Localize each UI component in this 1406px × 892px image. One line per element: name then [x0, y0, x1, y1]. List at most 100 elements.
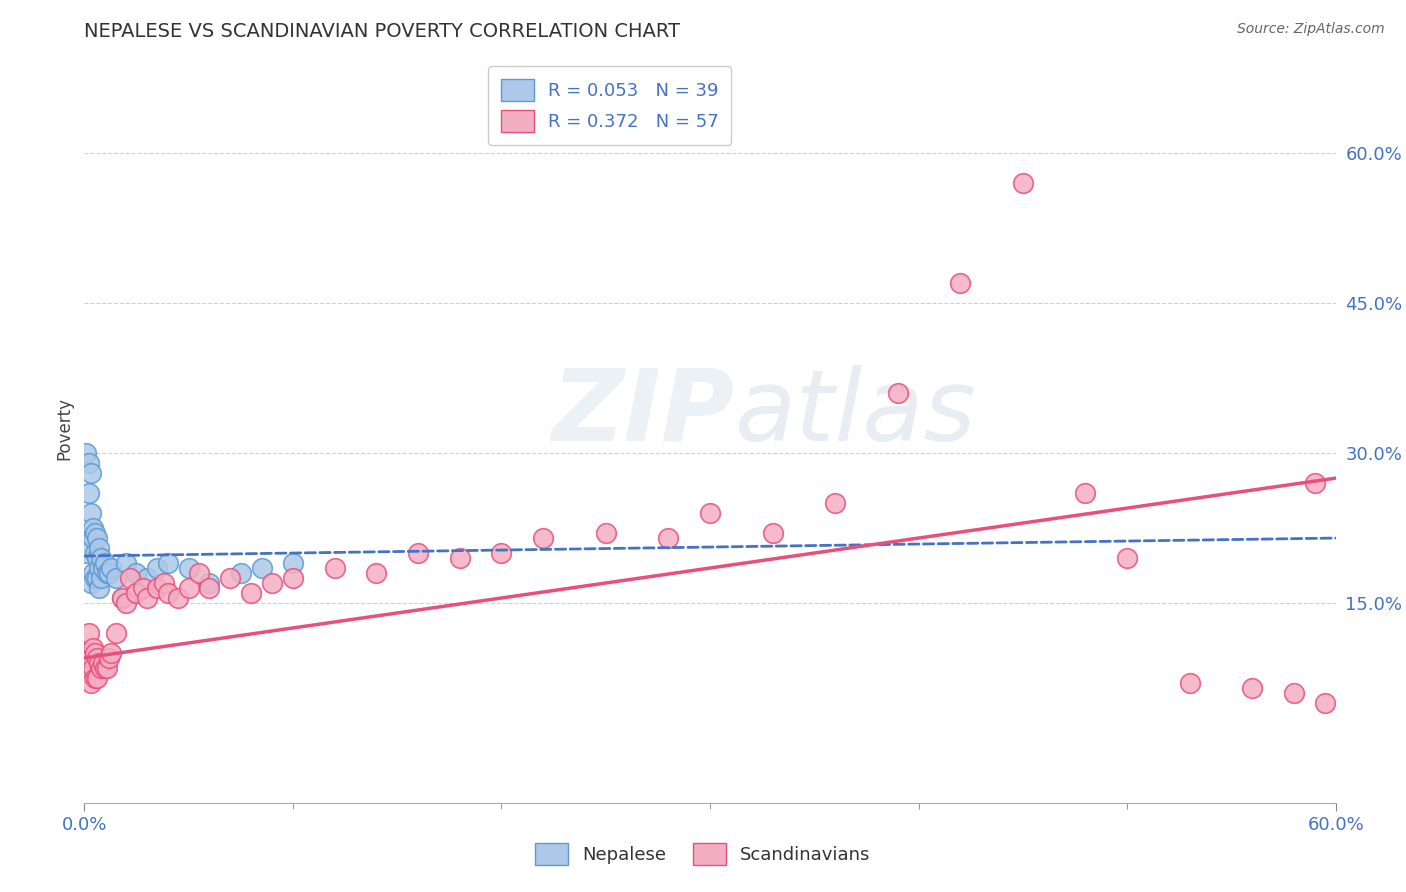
Point: [111, 591, 134, 605]
Point: [125, 586, 148, 600]
Point: [82, 531, 104, 545]
Point: [75, 646, 97, 660]
Point: [1116, 551, 1139, 566]
Point: [1303, 476, 1326, 491]
Point: [82, 566, 104, 580]
Point: [83, 571, 105, 585]
Point: [281, 571, 304, 585]
Point: [77, 456, 100, 470]
Point: [824, 496, 846, 510]
Point: [86, 551, 108, 566]
Point: [90, 661, 112, 675]
Point: [167, 591, 190, 605]
Point: [762, 526, 785, 541]
Point: [198, 576, 221, 591]
Point: [198, 581, 221, 595]
Point: [94, 556, 117, 570]
Point: [115, 596, 138, 610]
Point: [100, 646, 122, 660]
Y-axis label: Poverty: Poverty: [55, 397, 73, 459]
Point: [240, 586, 263, 600]
Point: [219, 571, 242, 585]
Point: [77, 626, 100, 640]
Point: [1074, 486, 1097, 500]
Point: [146, 581, 169, 595]
Point: [366, 566, 388, 580]
Text: atlas: atlas: [735, 365, 977, 462]
Point: [79, 576, 101, 591]
Point: [949, 277, 972, 291]
Point: [82, 640, 104, 655]
Point: [90, 551, 112, 566]
Point: [91, 561, 114, 575]
Point: [177, 581, 200, 595]
Point: [188, 566, 211, 580]
Point: [91, 656, 114, 670]
Point: [1178, 676, 1201, 690]
Point: [146, 561, 169, 575]
Text: NEPALESE VS SCANDINAVIAN POVERTY CORRELATION CHART: NEPALESE VS SCANDINAVIAN POVERTY CORRELA…: [84, 21, 681, 41]
Point: [250, 561, 273, 575]
Point: [1282, 686, 1305, 700]
Point: [83, 671, 105, 685]
Text: ZIP: ZIP: [553, 365, 735, 462]
Point: [77, 665, 100, 680]
Point: [262, 576, 284, 591]
Point: [595, 526, 617, 541]
Point: [531, 531, 554, 545]
Point: [887, 386, 910, 401]
Point: [87, 656, 110, 670]
Point: [77, 665, 100, 680]
Point: [177, 561, 200, 575]
Point: [96, 566, 118, 580]
Point: [491, 546, 513, 560]
Point: [406, 546, 429, 560]
Point: [82, 661, 104, 675]
Point: [83, 646, 105, 660]
Point: [86, 671, 108, 685]
Point: [132, 581, 155, 595]
Legend: R = 0.053   N = 39, R = 0.372   N = 57: R = 0.053 N = 39, R = 0.372 N = 57: [488, 66, 731, 145]
Point: [90, 571, 112, 585]
Point: [323, 561, 346, 575]
Point: [86, 651, 108, 665]
Point: [96, 661, 118, 675]
Point: [79, 466, 101, 480]
Point: [152, 576, 174, 591]
Point: [125, 566, 148, 580]
Point: [229, 566, 252, 580]
Point: [104, 626, 127, 640]
Point: [156, 556, 179, 570]
Point: [115, 556, 138, 570]
Point: [657, 531, 679, 545]
Point: [120, 571, 142, 585]
Point: [699, 506, 721, 520]
Point: [86, 571, 108, 585]
Point: [1315, 696, 1337, 710]
Point: [75, 546, 97, 560]
Point: [83, 546, 105, 560]
Point: [1241, 681, 1264, 695]
Point: [136, 571, 159, 585]
Point: [111, 591, 134, 605]
Point: [449, 551, 471, 566]
Legend: Nepalese, Scandinavians: Nepalese, Scandinavians: [526, 834, 880, 874]
Point: [98, 566, 121, 580]
Point: [104, 571, 127, 585]
Point: [94, 661, 117, 675]
Point: [79, 506, 101, 520]
Point: [86, 531, 108, 545]
Point: [75, 446, 97, 460]
Point: [98, 651, 121, 665]
Point: [281, 556, 304, 570]
Point: [82, 521, 104, 535]
Point: [87, 581, 110, 595]
Point: [100, 561, 122, 575]
Point: [156, 586, 179, 600]
Point: [1012, 177, 1035, 191]
Point: [87, 561, 110, 575]
Point: [79, 676, 101, 690]
Point: [136, 591, 159, 605]
Text: Source: ZipAtlas.com: Source: ZipAtlas.com: [1237, 22, 1385, 37]
Point: [87, 541, 110, 555]
